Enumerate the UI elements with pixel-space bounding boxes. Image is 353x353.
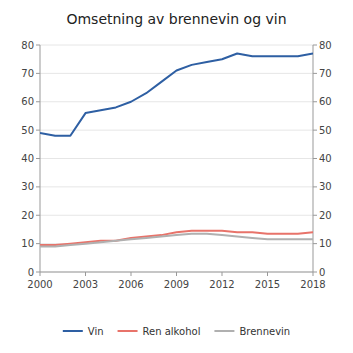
grid bbox=[40, 45, 313, 272]
y2-tick bbox=[313, 130, 317, 131]
legend-swatch bbox=[214, 330, 234, 332]
legend-label: Vin bbox=[88, 326, 104, 337]
x-tick bbox=[313, 272, 314, 276]
y2-tick bbox=[313, 101, 317, 102]
legend-label: Ren alkohol bbox=[143, 326, 201, 337]
y-tick-label: 0 bbox=[28, 267, 34, 278]
y2-tick bbox=[313, 272, 317, 273]
y-tick bbox=[36, 186, 40, 187]
legend-item: Brennevin bbox=[214, 326, 290, 337]
legend-item: Ren alkohol bbox=[118, 326, 201, 337]
y2-tick-label: 60 bbox=[319, 96, 332, 107]
grid-line bbox=[40, 215, 313, 216]
x-tick bbox=[131, 272, 132, 276]
legend-swatch bbox=[63, 330, 83, 332]
y-tick bbox=[36, 243, 40, 244]
series-line bbox=[40, 231, 313, 245]
y-tick bbox=[36, 45, 40, 46]
y2-tick bbox=[313, 73, 317, 74]
y-tick-label: 30 bbox=[21, 181, 34, 192]
y-tick-label: 50 bbox=[21, 125, 34, 136]
grid-line bbox=[40, 101, 313, 102]
x-tick-label: 2006 bbox=[118, 279, 143, 290]
y-tick bbox=[36, 73, 40, 74]
x-tick bbox=[85, 272, 86, 276]
x-tick-label: 2015 bbox=[255, 279, 280, 290]
chart: Omsetning av brennevin og vin 0 10 20 30 40 50… bbox=[0, 0, 353, 353]
legend-item: Vin bbox=[63, 326, 104, 337]
y2-tick-label: 30 bbox=[319, 181, 332, 192]
y2-tick-label: 70 bbox=[319, 68, 332, 79]
series-line bbox=[40, 234, 313, 247]
legend-swatch bbox=[118, 330, 138, 332]
x-tick bbox=[40, 272, 41, 276]
x-tick-label: 2000 bbox=[27, 279, 52, 290]
series-group bbox=[40, 54, 313, 247]
x-tick-label: 2012 bbox=[209, 279, 234, 290]
x-tick bbox=[222, 272, 223, 276]
y2-tick bbox=[313, 158, 317, 159]
y-tick bbox=[36, 101, 40, 102]
legend-label: Brennevin bbox=[239, 326, 290, 337]
y-tick bbox=[36, 215, 40, 216]
y-tick-label: 70 bbox=[21, 68, 34, 79]
grid-line bbox=[40, 186, 313, 187]
grid-line bbox=[40, 130, 313, 131]
grid-line bbox=[40, 45, 313, 46]
y2-tick-label: 20 bbox=[319, 210, 332, 221]
legend: Vin Ren alkohol Brennevin bbox=[63, 326, 290, 337]
y2-tick bbox=[313, 243, 317, 244]
title: Omsetning av brennevin og vin bbox=[66, 11, 286, 27]
y2-tick bbox=[313, 45, 317, 46]
x-tick bbox=[176, 272, 177, 276]
y2-tick-label: 40 bbox=[319, 153, 332, 164]
y-tick bbox=[36, 130, 40, 131]
y2-tick-label: 10 bbox=[319, 238, 332, 249]
y-tick-label: 10 bbox=[21, 238, 34, 249]
y2-tick-label: 50 bbox=[319, 125, 332, 136]
y-tick-label: 60 bbox=[21, 96, 34, 107]
y-tick-label: 40 bbox=[21, 153, 34, 164]
y-tick bbox=[36, 158, 40, 159]
series-line bbox=[40, 54, 313, 136]
x-tick bbox=[267, 272, 268, 276]
y2-tick-label: 0 bbox=[319, 267, 325, 278]
x-tick-label: 2003 bbox=[73, 279, 98, 290]
grid-line bbox=[40, 158, 313, 159]
y2-tick-label: 80 bbox=[319, 40, 332, 51]
x-tick-label: 2018 bbox=[300, 279, 325, 290]
y2-tick bbox=[313, 186, 317, 187]
y-tick bbox=[36, 272, 40, 273]
grid-line bbox=[40, 73, 313, 74]
y-tick-label: 80 bbox=[21, 40, 34, 51]
y-tick-label: 20 bbox=[21, 210, 34, 221]
x-tick-label: 2009 bbox=[164, 279, 189, 290]
y2-tick bbox=[313, 215, 317, 216]
